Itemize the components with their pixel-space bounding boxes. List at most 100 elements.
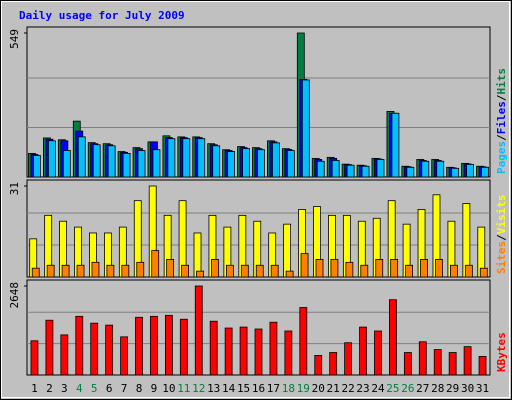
bar — [46, 264, 55, 278]
bar — [345, 261, 354, 278]
bar — [272, 142, 280, 178]
bar — [33, 155, 41, 178]
bar — [137, 150, 146, 178]
bar — [60, 334, 69, 376]
bar — [270, 264, 279, 278]
bar — [212, 145, 221, 178]
x-tick-label: 28 — [431, 382, 444, 395]
bar — [436, 160, 445, 178]
x-tick-label: 23 — [356, 382, 369, 395]
bar — [45, 319, 54, 376]
bar — [286, 150, 295, 178]
bar — [418, 341, 427, 376]
bar — [135, 316, 143, 376]
x-tick-label: 15 — [237, 382, 250, 395]
bar — [299, 307, 308, 376]
legend-entry: Hits — [495, 68, 508, 95]
bar — [30, 340, 39, 376]
bar — [181, 264, 189, 278]
bar — [209, 320, 218, 376]
x-tick-label: 31 — [476, 382, 489, 395]
bar — [193, 232, 202, 278]
bar — [224, 327, 233, 376]
bar — [374, 330, 382, 376]
x-tick-label: 17 — [267, 382, 280, 395]
bar — [150, 315, 158, 376]
bar — [316, 160, 325, 178]
y-tick-label: 549 — [8, 29, 21, 49]
bar — [301, 79, 310, 178]
x-tick-label: 30 — [461, 382, 474, 395]
bar — [406, 166, 415, 178]
bar — [166, 258, 175, 278]
bar — [179, 318, 188, 376]
x-tick-label: 25 — [386, 382, 399, 395]
bar — [122, 152, 131, 178]
bar — [405, 264, 414, 278]
x-tick-label: 26 — [401, 382, 414, 395]
x-tick-label: 11 — [177, 382, 190, 395]
x-tick-label: 24 — [371, 382, 385, 395]
bar — [450, 264, 458, 278]
bar — [76, 264, 85, 278]
bar — [421, 160, 430, 178]
x-tick-label: 10 — [162, 382, 175, 395]
bar — [403, 352, 412, 376]
bar — [211, 258, 219, 278]
bar — [77, 136, 86, 178]
bar — [136, 261, 145, 278]
x-tick-label: 22 — [341, 382, 354, 395]
bar — [105, 324, 114, 376]
bar — [435, 258, 443, 278]
bar — [48, 140, 56, 178]
bar — [120, 336, 128, 376]
bar — [448, 352, 457, 376]
bar — [330, 258, 339, 278]
bar — [389, 299, 397, 376]
bar — [478, 356, 487, 376]
bar — [481, 166, 489, 178]
bar — [61, 264, 70, 278]
bar — [255, 264, 264, 278]
bar — [376, 159, 385, 178]
bar — [433, 349, 442, 376]
x-tick-label: 27 — [416, 382, 429, 395]
bar — [196, 270, 204, 278]
bar — [90, 322, 99, 376]
chart-title: Daily usage for July 2009 — [19, 9, 185, 22]
x-tick-label: 18 — [282, 382, 295, 395]
bar — [283, 223, 292, 278]
bar — [240, 264, 249, 278]
x-tick-label: 2 — [46, 382, 53, 395]
legend-separator: / — [495, 94, 508, 101]
bar — [360, 264, 369, 278]
bar — [375, 258, 384, 278]
legend-entry: Sites — [495, 241, 508, 274]
bar — [359, 326, 367, 376]
legend-separator: / — [495, 134, 508, 141]
bar — [182, 138, 191, 178]
bar — [242, 148, 250, 178]
x-tick-label: 7 — [121, 382, 128, 395]
bar — [329, 352, 338, 376]
bar — [300, 253, 309, 278]
legend-entry: Files — [495, 101, 508, 134]
bar — [390, 258, 399, 278]
legend: Sites/Visits — [495, 195, 508, 275]
bar — [75, 315, 84, 376]
legend-entry: Visits — [495, 195, 508, 235]
bar — [331, 160, 340, 178]
legend-entry: KBytes — [495, 332, 508, 372]
x-tick-label: 4 — [76, 382, 83, 395]
bar — [106, 264, 115, 278]
bar — [284, 330, 293, 376]
bar — [254, 328, 263, 376]
bar — [239, 326, 248, 376]
bar — [164, 314, 173, 376]
x-tick-label: 6 — [106, 382, 113, 395]
bar — [464, 264, 473, 278]
y-tick-label: 31 — [8, 182, 21, 195]
legend: Pages/Files/Hits — [495, 68, 508, 174]
